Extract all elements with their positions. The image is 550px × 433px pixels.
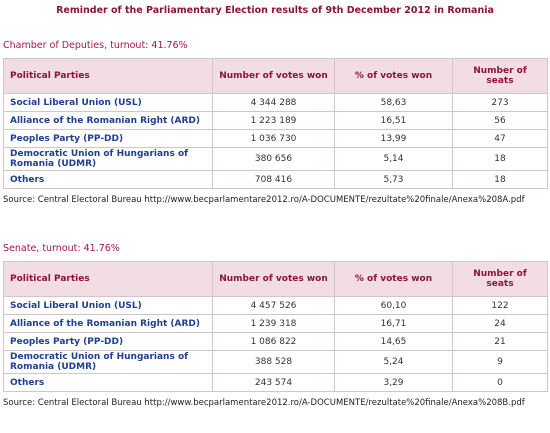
- cell: 13,99: [334, 129, 453, 148]
- cell: 18: [452, 147, 548, 171]
- section: Senate, turnout: 41.76% Political Parties…: [3, 243, 548, 408]
- data-row: Alliance of the Romanian Right (ARD) 1 23…: [3, 314, 548, 333]
- cell: 47: [452, 129, 548, 148]
- cell: 5,14: [334, 147, 453, 171]
- cell: 273: [452, 93, 548, 112]
- header-cell: Number of seats: [452, 261, 548, 297]
- cell: 1 086 822: [212, 332, 335, 351]
- cell: 3,29: [334, 373, 453, 392]
- results-table: Political Parties Number of votes won% of…: [3, 261, 548, 392]
- party-name: Peoples Party (PP-DD): [3, 129, 213, 148]
- cell: 24: [452, 314, 548, 333]
- cell: 1 223 189: [212, 111, 335, 130]
- party-name: Alliance of the Romanian Right (ARD): [3, 111, 213, 130]
- party-name: Democratic Union of Hungarians of Romani…: [3, 147, 213, 171]
- header-cell: % of votes won: [334, 261, 453, 297]
- cell: 1 239 318: [212, 314, 335, 333]
- header-row: Political Parties Number of votes won% of…: [3, 261, 548, 297]
- cell: 243 574: [212, 373, 335, 392]
- data-row: Social Liberal Union (USL) 4 344 288 58,63…: [3, 93, 548, 112]
- cell: 708 416: [212, 170, 335, 189]
- cell: 21: [452, 332, 548, 351]
- header-cell: Political Parties: [3, 261, 213, 297]
- header-row: Political Parties Number of votes won% of…: [3, 58, 548, 94]
- data-row: Social Liberal Union (USL) 4 457 526 60,10…: [3, 296, 548, 315]
- results-table: Political Parties Number of votes won% of…: [3, 58, 548, 189]
- section: Chamber of Deputies, turnout: 41.76% Poli…: [3, 40, 548, 205]
- header-cell: % of votes won: [334, 58, 453, 94]
- header-cell: Political Parties: [3, 58, 213, 94]
- cell: 4 457 526: [212, 296, 335, 315]
- party-name: Others: [3, 373, 213, 392]
- cell: 56: [452, 111, 548, 130]
- cell: 18: [452, 170, 548, 189]
- section-heading: Chamber of Deputies, turnout: 41.76%: [3, 40, 188, 51]
- header-cell: Number of votes won: [212, 261, 335, 297]
- section-heading: Senate, turnout: 41.76%: [3, 243, 120, 254]
- cell: 0: [452, 373, 548, 392]
- cell: 388 528: [212, 350, 335, 374]
- cell: 14,65: [334, 332, 453, 351]
- cell: 16,51: [334, 111, 453, 130]
- cell: 5,24: [334, 350, 453, 374]
- cell: 5,73: [334, 170, 453, 189]
- cell: 1 036 730: [212, 129, 335, 148]
- data-row: Others 708 416 5,73 18: [3, 170, 548, 189]
- data-row: Democratic Union of Hungarians of Romani…: [3, 147, 548, 171]
- source-note: Source: Central Electoral Bureau http://…: [3, 398, 525, 408]
- cell: 16,71: [334, 314, 453, 333]
- cell: 4 344 288: [212, 93, 335, 112]
- header-cell: Number of seats: [452, 58, 548, 94]
- data-row: Peoples Party (PP-DD) 1 086 822 14,65 21: [3, 332, 548, 351]
- party-name: Democratic Union of Hungarians of Romani…: [3, 350, 213, 374]
- cell: 58,63: [334, 93, 453, 112]
- party-name: Alliance of the Romanian Right (ARD): [3, 314, 213, 333]
- data-row: Alliance of the Romanian Right (ARD) 1 22…: [3, 111, 548, 130]
- cell: 60,10: [334, 296, 453, 315]
- cell: 9: [452, 350, 548, 374]
- header-cell: Number of votes won: [212, 58, 335, 94]
- cell: 380 656: [212, 147, 335, 171]
- page-title: Reminder of the Parliamentary Election r…: [56, 5, 494, 16]
- data-row: Others 243 574 3,29 0: [3, 373, 548, 392]
- party-name: Social Liberal Union (USL): [3, 93, 213, 112]
- party-name: Social Liberal Union (USL): [3, 296, 213, 315]
- party-name: Others: [3, 170, 213, 189]
- source-note: Source: Central Electoral Bureau http://…: [3, 195, 525, 205]
- data-row: Democratic Union of Hungarians of Romani…: [3, 350, 548, 374]
- cell: 122: [452, 296, 548, 315]
- data-row: Peoples Party (PP-DD) 1 036 730 13,99 47: [3, 129, 548, 148]
- party-name: Peoples Party (PP-DD): [3, 332, 213, 351]
